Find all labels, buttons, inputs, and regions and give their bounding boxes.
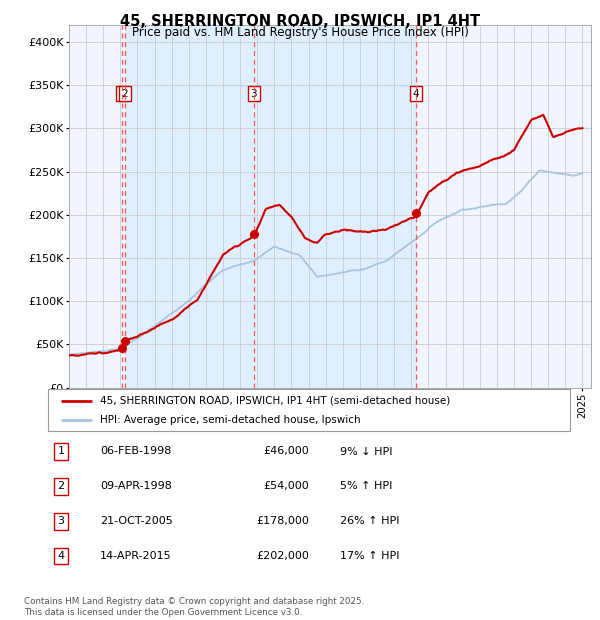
Text: £202,000: £202,000 [256,551,309,561]
Text: 2: 2 [122,89,128,99]
Text: 17% ↑ HPI: 17% ↑ HPI [340,551,400,561]
Text: 3: 3 [251,89,257,99]
Text: £46,000: £46,000 [263,446,309,456]
Text: 1: 1 [119,89,125,99]
Text: 9% ↓ HPI: 9% ↓ HPI [340,446,393,456]
Text: 3: 3 [58,516,65,526]
Text: 1: 1 [58,446,65,456]
Text: 4: 4 [413,89,419,99]
Text: 21-OCT-2005: 21-OCT-2005 [100,516,173,526]
Bar [125,25,416,388]
Text: 2: 2 [58,482,65,492]
Text: 5% ↑ HPI: 5% ↑ HPI [340,482,392,492]
Text: 14-APR-2015: 14-APR-2015 [100,551,172,561]
Text: Contains HM Land Registry data © Crown copyright and database right 2025.
This d: Contains HM Land Registry data © Crown c… [24,598,364,617]
Text: £54,000: £54,000 [263,482,309,492]
Text: 45, SHERRINGTON ROAD, IPSWICH, IP1 4HT (semi-detached house): 45, SHERRINGTON ROAD, IPSWICH, IP1 4HT (… [100,396,451,405]
Text: 4: 4 [58,551,65,561]
Text: HPI: Average price, semi-detached house, Ipswich: HPI: Average price, semi-detached house,… [100,415,361,425]
Text: 26% ↑ HPI: 26% ↑ HPI [340,516,400,526]
Text: Price paid vs. HM Land Registry's House Price Index (HPI): Price paid vs. HM Land Registry's House … [131,26,469,39]
Text: 09-APR-1998: 09-APR-1998 [100,482,172,492]
Text: £178,000: £178,000 [256,516,309,526]
FancyBboxPatch shape [48,389,570,431]
Text: 45, SHERRINGTON ROAD, IPSWICH, IP1 4HT: 45, SHERRINGTON ROAD, IPSWICH, IP1 4HT [120,14,480,29]
Text: 06-FEB-1998: 06-FEB-1998 [100,446,172,456]
